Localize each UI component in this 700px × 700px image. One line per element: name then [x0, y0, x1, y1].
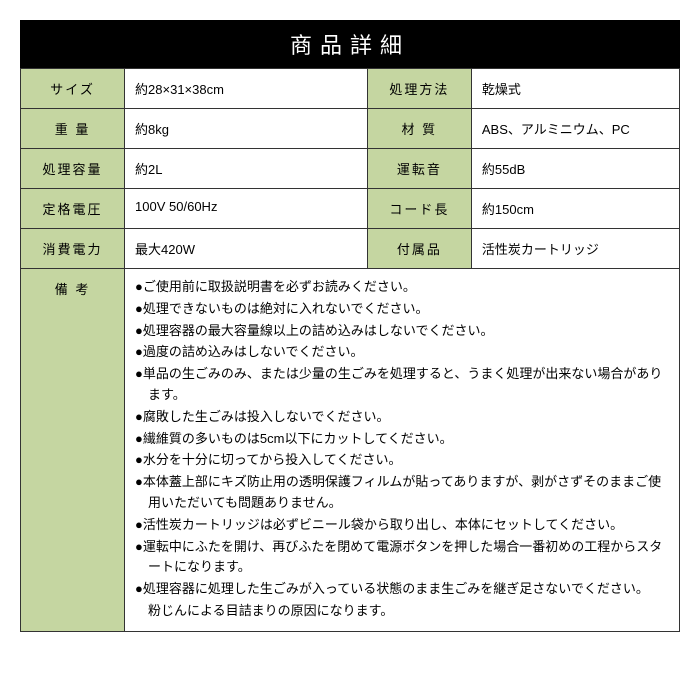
note-line: ●活性炭カートリッジは必ずビニール袋から取り出し、本体にセットしてください。 — [135, 515, 669, 536]
spec-label: 処理方法 — [367, 69, 471, 109]
note-line: ●単品の生ごみのみ、または少量の生ごみを処理すると、うまく処理が出来ない場合があ… — [135, 364, 669, 406]
note-line: 粉じんによる目詰まりの原因になります。 — [135, 601, 669, 622]
table-row: 重 量約8kg材 質ABS、アルミニウム、PC — [21, 109, 680, 149]
spec-value: 約2L — [125, 149, 368, 189]
page-title: 商品詳細 — [20, 20, 680, 68]
spec-value: ABS、アルミニウム、PC — [471, 109, 679, 149]
table-row: 消費電力最大420W付属品活性炭カートリッジ — [21, 229, 680, 269]
note-line: ●処理容器に処理した生ごみが入っている状態のまま生ごみを継ぎ足さないでください。 — [135, 579, 669, 600]
note-line: ●水分を十分に切ってから投入してください。 — [135, 450, 669, 471]
spec-label: 運転音 — [367, 149, 471, 189]
spec-value: 活性炭カートリッジ — [471, 229, 679, 269]
spec-label: 付属品 — [367, 229, 471, 269]
table-row: 処理容量約2L運転音約55dB — [21, 149, 680, 189]
spec-label: 重 量 — [21, 109, 125, 149]
product-details-container: 商品詳細 サイズ約28×31×38cm処理方法乾燥式重 量約8kg材 質ABS、… — [20, 20, 680, 632]
spec-value: 乾燥式 — [471, 69, 679, 109]
table-row: 定格電圧100V 50/60Hzコード長約150cm — [21, 189, 680, 229]
notes-label: 備 考 — [21, 269, 125, 632]
table-row: 備 考●ご使用前に取扱説明書を必ずお読みください。●処理できないものは絶対に入れ… — [21, 269, 680, 632]
spec-value: 約8kg — [125, 109, 368, 149]
spec-table: サイズ約28×31×38cm処理方法乾燥式重 量約8kg材 質ABS、アルミニウ… — [20, 68, 680, 632]
spec-value: 約28×31×38cm — [125, 69, 368, 109]
spec-value: 100V 50/60Hz — [125, 189, 368, 229]
spec-label: 材 質 — [367, 109, 471, 149]
spec-value: 約150cm — [471, 189, 679, 229]
spec-label: サイズ — [21, 69, 125, 109]
note-line: ●過度の詰め込みはしないでください。 — [135, 342, 669, 363]
table-row: サイズ約28×31×38cm処理方法乾燥式 — [21, 69, 680, 109]
spec-value: 最大420W — [125, 229, 368, 269]
spec-value: 約55dB — [471, 149, 679, 189]
spec-label: 定格電圧 — [21, 189, 125, 229]
spec-label: 消費電力 — [21, 229, 125, 269]
notes-content: ●ご使用前に取扱説明書を必ずお読みください。●処理できないものは絶対に入れないで… — [125, 269, 680, 632]
note-line: ●処理容器の最大容量線以上の詰め込みはしないでください。 — [135, 321, 669, 342]
note-line: ●繊維質の多いものは5cm以下にカットしてください。 — [135, 429, 669, 450]
note-line: ●本体蓋上部にキズ防止用の透明保護フィルムが貼ってありますが、剥がさずそのままご… — [135, 472, 669, 514]
note-line: ●ご使用前に取扱説明書を必ずお読みください。 — [135, 277, 669, 298]
note-line: ●運転中にふたを開け、再びふたを閉めて電源ボタンを押した場合一番初めの工程からス… — [135, 537, 669, 579]
note-line: ●処理できないものは絶対に入れないでください。 — [135, 299, 669, 320]
spec-table-body: サイズ約28×31×38cm処理方法乾燥式重 量約8kg材 質ABS、アルミニウ… — [21, 69, 680, 632]
spec-label: コード長 — [367, 189, 471, 229]
note-line: ●腐敗した生ごみは投入しないでください。 — [135, 407, 669, 428]
spec-label: 処理容量 — [21, 149, 125, 189]
